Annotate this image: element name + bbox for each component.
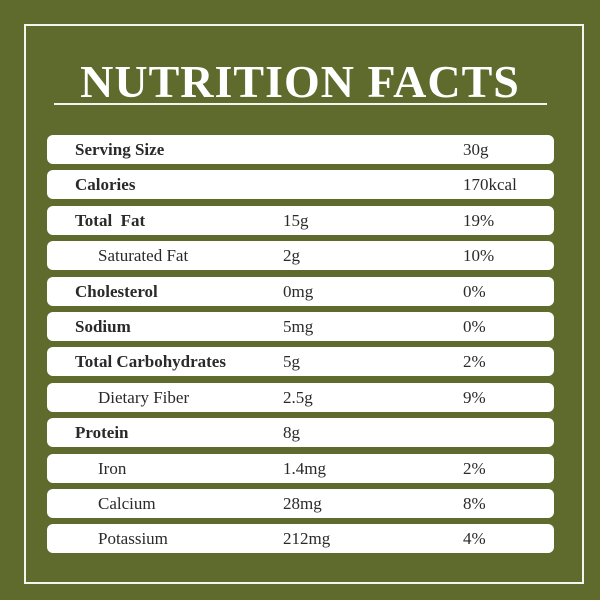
title-divider bbox=[54, 103, 547, 105]
page-title: NUTRITION FACTS bbox=[80, 56, 520, 107]
nutrition-table: Serving Size 30g Calories 170kcal Total … bbox=[47, 135, 554, 560]
row-daily-value: 170kcal bbox=[463, 175, 517, 195]
panel-frame bbox=[24, 24, 584, 584]
table-row-iron: Iron 1.4mg 2% bbox=[47, 453, 554, 483]
row-name: Protein bbox=[75, 423, 129, 443]
row-name: Total Carbohydrates bbox=[75, 352, 226, 372]
row-daily-value: 19% bbox=[463, 210, 495, 230]
row-amount: 15g bbox=[283, 210, 309, 230]
row-name: Iron bbox=[98, 458, 127, 478]
row-amount: 5mg bbox=[283, 316, 314, 336]
row-daily-value: 2% bbox=[463, 458, 486, 478]
table-row-potassium: Potassium 212mg 4% bbox=[47, 524, 554, 554]
table-row-protein: Protein 8g bbox=[47, 418, 554, 448]
row-daily-value: 2% bbox=[463, 352, 486, 372]
row-name: Saturated Fat bbox=[98, 246, 189, 266]
table-row-saturated-fat: Saturated Fat 2g 10% bbox=[47, 241, 554, 271]
row-daily-value: 30g bbox=[463, 140, 489, 159]
row-amount: 5g bbox=[283, 352, 300, 372]
row-daily-value: 9% bbox=[463, 387, 486, 407]
row-amount: 212mg bbox=[283, 529, 331, 549]
table-row-total-fat: Total Fat 15g 19% bbox=[47, 205, 554, 235]
row-amount: 0mg bbox=[283, 281, 314, 301]
row-name: Cholesterol bbox=[75, 281, 158, 301]
table-row-calories: Calories 170kcal bbox=[47, 170, 554, 200]
row-amount: 2g bbox=[283, 246, 300, 266]
row-amount: 2.5g bbox=[283, 387, 313, 407]
row-name: Calcium bbox=[98, 493, 156, 513]
row-name: Potassium bbox=[98, 529, 168, 549]
row-name: Calories bbox=[75, 175, 136, 195]
table-row-dietary-fiber: Dietary Fiber 2.5g 9% bbox=[47, 382, 554, 412]
row-daily-value: 0% bbox=[463, 316, 486, 336]
row-daily-value: 8% bbox=[463, 493, 486, 513]
row-name: Dietary Fiber bbox=[98, 387, 190, 407]
table-row-sodium: Sodium 5mg 0% bbox=[47, 311, 554, 341]
table-row-total-carbohydrates: Total Carbohydrates 5g 2% bbox=[47, 347, 554, 377]
table-row-cholesterol: Cholesterol 0mg 0% bbox=[47, 276, 554, 306]
row-amount: 8g bbox=[283, 423, 300, 443]
row-name: Total Fat bbox=[75, 210, 146, 230]
row-amount: 28mg bbox=[283, 493, 322, 513]
row-daily-value: 0% bbox=[463, 281, 486, 301]
row-daily-value: 4% bbox=[463, 529, 486, 549]
table-row-serving-size: Serving Size 30g bbox=[47, 135, 554, 164]
row-daily-value: 10% bbox=[463, 246, 495, 266]
row-amount: 1.4mg bbox=[283, 458, 326, 478]
row-name: Serving Size bbox=[75, 140, 165, 159]
row-name: Sodium bbox=[75, 316, 131, 336]
table-row-calcium: Calcium 28mg 8% bbox=[47, 488, 554, 518]
